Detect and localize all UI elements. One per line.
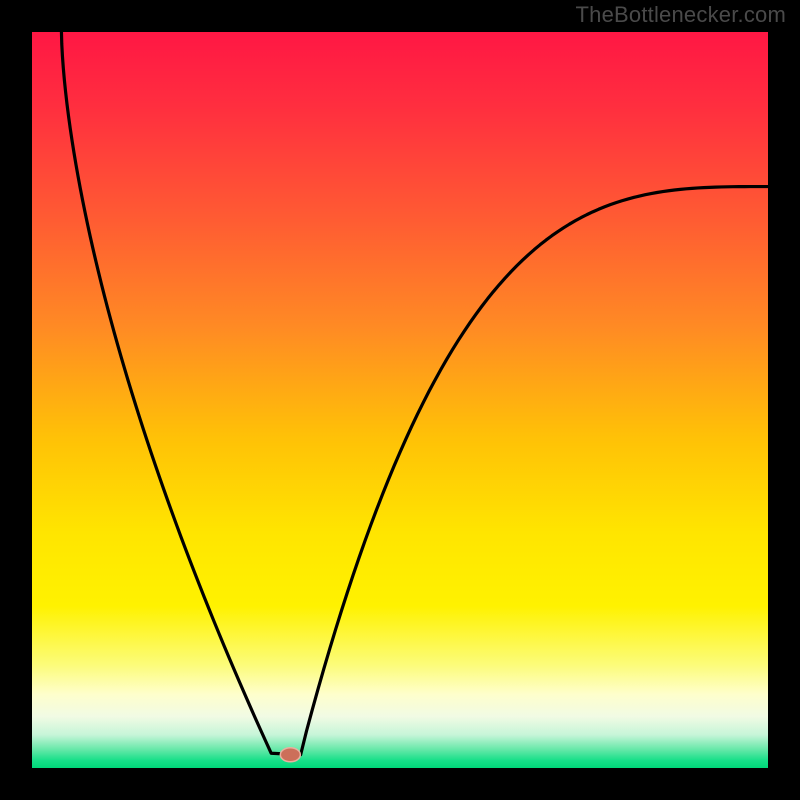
- bottleneck-chart: [32, 32, 768, 768]
- chart-plot-area: [32, 32, 768, 768]
- optimal-point-marker: [280, 748, 300, 762]
- watermark-text: TheBottlenecker.com: [576, 2, 786, 28]
- chart-background: [32, 32, 768, 768]
